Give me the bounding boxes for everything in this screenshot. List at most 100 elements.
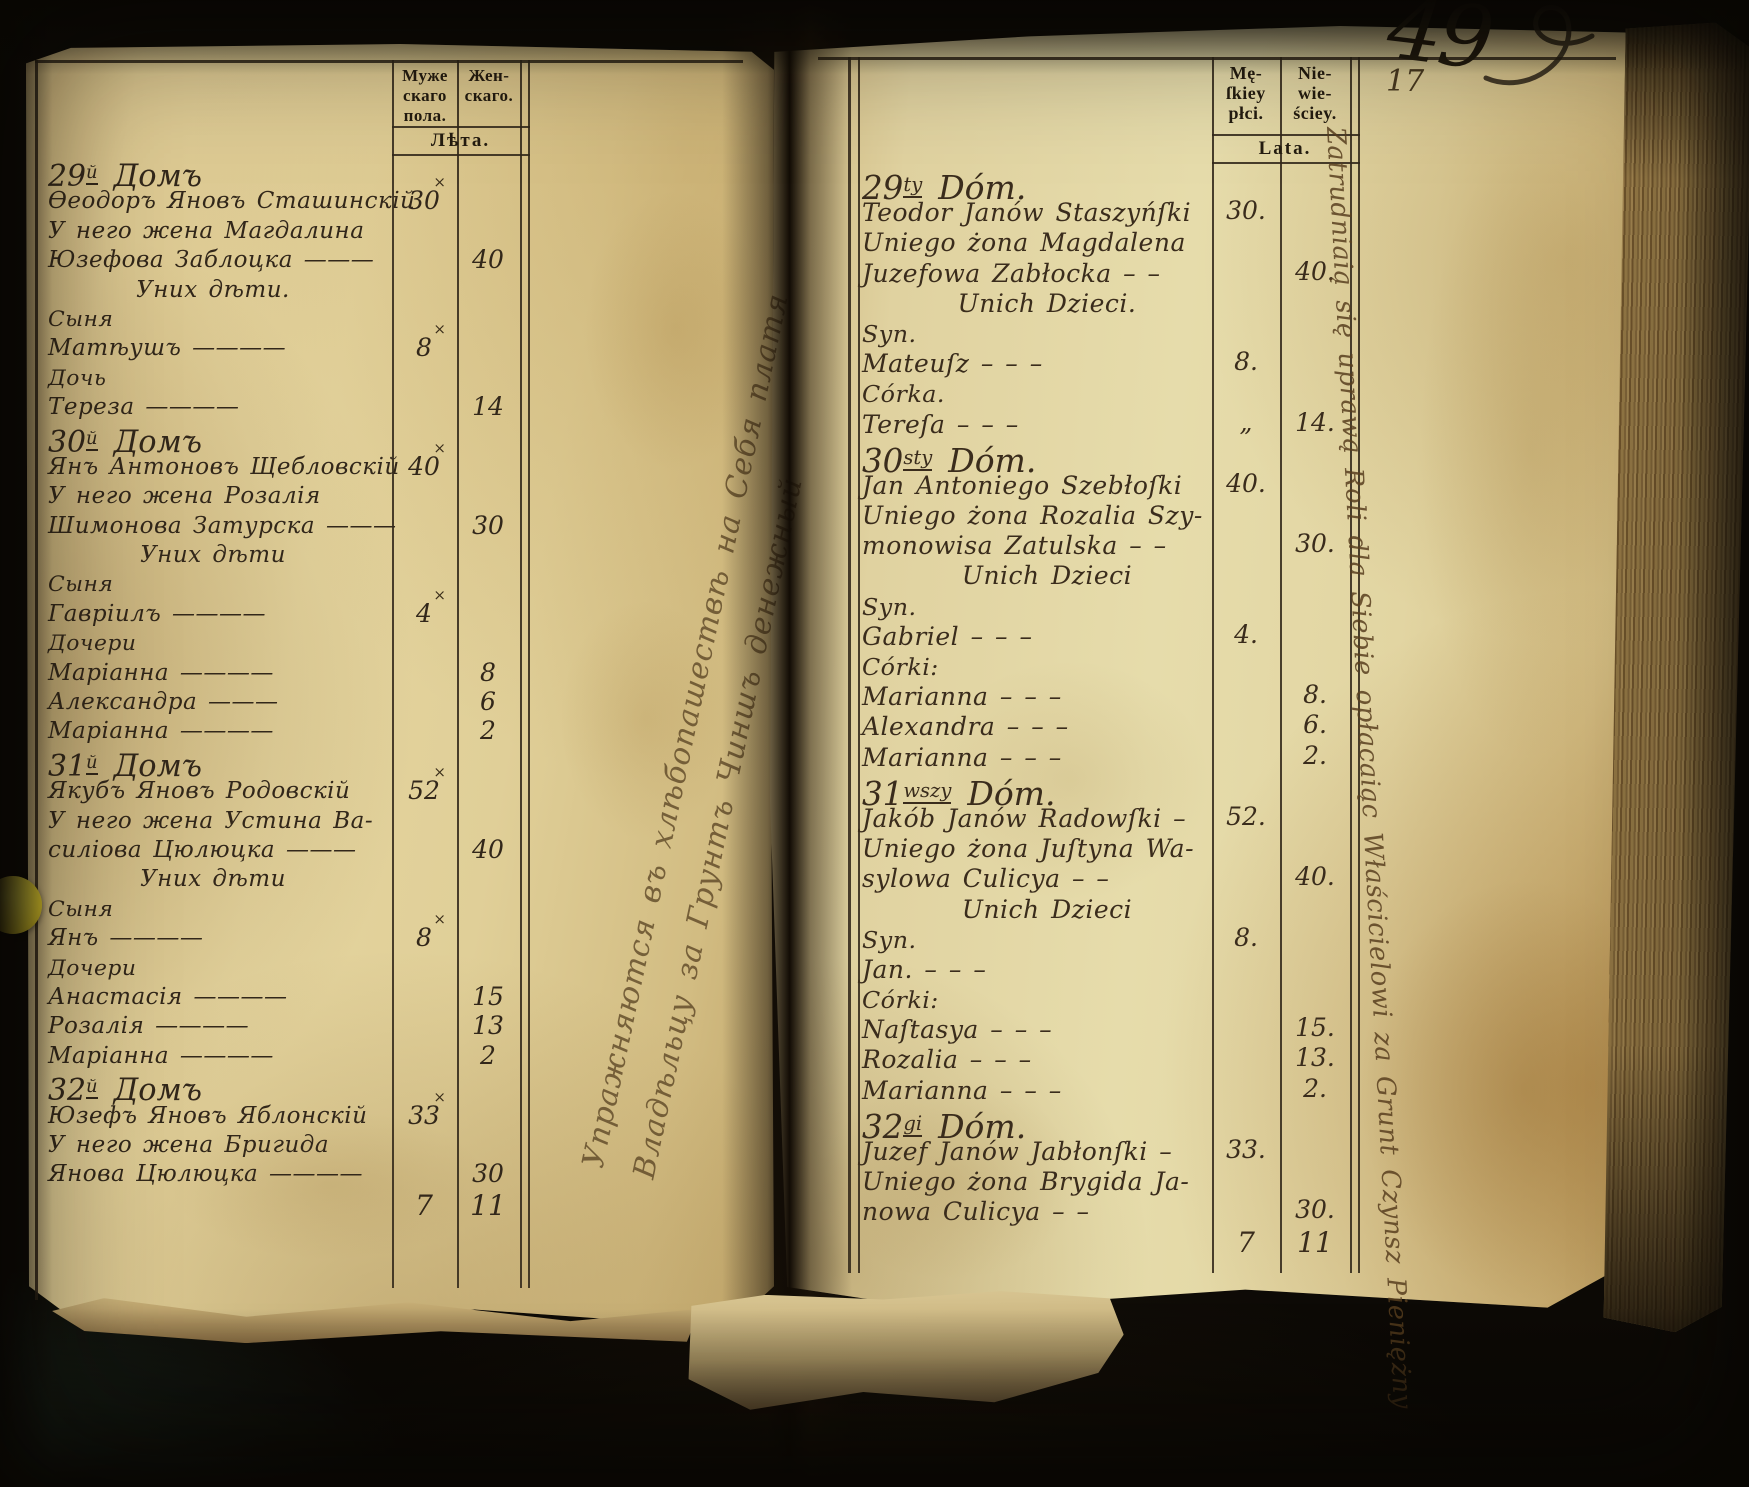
register-row: Шимонова Затурска ——— 30 — [48, 511, 568, 542]
age-value-male: 4 × — [416, 585, 446, 628]
register-row: Сыня — [48, 306, 568, 335]
entry-text: Jan Antoniego Szebłoſki — [862, 470, 1183, 500]
register-row: Marianna – – – 8. — [862, 680, 1382, 712]
register-row: У него жена Магдалина — [48, 218, 568, 247]
register-row: Дочери — [48, 955, 568, 984]
register-row: Маріанна ———— 8 — [48, 657, 568, 689]
age-value-female: 2. — [1303, 740, 1327, 770]
entry-text: Уних дѣти — [140, 542, 286, 569]
age-value-male: 7 — [1237, 1225, 1255, 1259]
entry-text: У него жена Устина Ва- — [48, 807, 374, 834]
age-value-female: 13 — [472, 1011, 504, 1041]
entry-text: Uniego żona Rozalia Szy- — [862, 501, 1203, 531]
check-cross-mark: × — [433, 585, 446, 604]
register-row: силіова Цюлюцка ——— 40 — [48, 835, 568, 866]
house-suffix: й — [86, 1076, 98, 1100]
left-page-register-rows: 29й Домъ Ѳеодоръ Яновъ Сташинскій 30 × У него… — [48, 158, 568, 1222]
age-value-female: 40 — [472, 245, 504, 275]
entry-text: Córka. — [862, 380, 945, 409]
register-row: Rozalia – – – 13. — [862, 1043, 1382, 1075]
entry-text: Ѳеодоръ Яновъ Сташинскій — [48, 188, 416, 215]
register-row: Unich Dzieci — [862, 895, 1382, 925]
left-male-column-header: Муже скаго пола. — [394, 66, 456, 126]
age-value-female: 14 — [472, 392, 504, 422]
right-years-header: Lata. — [1258, 138, 1312, 159]
register-row: Ѳеодоръ Яновъ Сташинскій 30 × — [48, 173, 568, 217]
age-value-male: „ — [1239, 407, 1253, 437]
entry-text: Маріанна ———— — [48, 718, 274, 745]
entry-text: силіова Цюлюцка ——— — [48, 836, 357, 863]
right-male-column-header: Mę-ſkiey płci. — [1214, 63, 1278, 123]
register-row: Uniego żona Brygida Ja- — [862, 1167, 1382, 1197]
totals-row: 7 11 — [862, 1225, 1382, 1259]
house-heading-row: 29ty Dóm. — [862, 167, 1382, 207]
house-suffix: й — [86, 751, 98, 775]
entry-text: Uniego żona Brygida Ja- — [862, 1167, 1190, 1197]
house-heading-row: 30sty Dóm. — [862, 440, 1382, 480]
check-cross-mark: × — [433, 910, 446, 929]
entry-text: Юзефъ Яновъ Яблонскій — [48, 1102, 368, 1129]
check-cross-mark: × — [433, 1087, 446, 1106]
register-row: Матѣушъ ———— 8 × — [48, 320, 568, 364]
house-suffix: wszy — [903, 778, 952, 804]
entry-text: Córki: — [862, 653, 939, 681]
entry-text: Александра ——— — [48, 689, 279, 716]
register-row: У него жена Розалія — [48, 483, 568, 512]
text-line: скаго — [403, 86, 447, 105]
register-row: Уних дѣти — [48, 542, 568, 571]
register-row: Uniego żona Magdalena — [862, 228, 1382, 258]
entry-text: Янъ Антоновъ Щебловскій — [48, 453, 400, 480]
age-value-female: 30 — [472, 1159, 504, 1189]
register-row: Юзефова Заблоцка ——— 40 — [48, 245, 568, 276]
entry-text: Juzefowa Zabłocka – – — [862, 258, 1161, 288]
register-row: Córki: — [862, 652, 1382, 682]
entry-text: Marianna – – – — [862, 742, 1062, 772]
house-suffix: й — [86, 162, 98, 185]
entry-text: Rozalia – – – — [862, 1045, 1032, 1075]
table-rule — [858, 57, 860, 1273]
register-row: Marianna – – – 2. — [862, 1073, 1382, 1106]
register-row: У него жена Бригида — [48, 1132, 568, 1161]
age-value-male: 40. — [1226, 468, 1266, 498]
table-rule — [848, 57, 851, 1273]
text-line: Муже — [402, 66, 448, 85]
entry-text: Marianna – – – — [862, 682, 1062, 712]
entry-text: Uniego żona Magdalena — [862, 228, 1186, 258]
age-value-female: 2. — [1303, 1073, 1327, 1103]
age-value-female: 15. — [1295, 1013, 1335, 1043]
age-value-female: 30. — [1295, 529, 1335, 559]
register-row: Juzef Janów Jabłonſki – 33. — [862, 1135, 1382, 1167]
age-value-male: 30 × — [408, 173, 446, 216]
register-row: Янъ Антоновъ Щебловскій 40 × — [48, 439, 568, 483]
age-value-female: 8 — [480, 657, 496, 687]
entry-text: У него жена Магдалина — [48, 217, 365, 244]
table-rule — [35, 60, 743, 63]
register-row: Уних дѣти — [48, 866, 568, 895]
table-rule — [35, 60, 38, 1300]
register-row: Сыня — [48, 896, 568, 925]
entry-text: Jakób Janów Radowſki – — [862, 803, 1187, 833]
house-heading-row: 31wszy Dóm. — [862, 773, 1382, 813]
register-row: Анастасія ———— 15 — [48, 981, 568, 1013]
entry-text: Naſtasya – – – — [862, 1015, 1053, 1045]
register-row: nowa Culicya – – 30. — [862, 1195, 1382, 1227]
register-row: Alexandra – – – 6. — [862, 710, 1382, 742]
entry-text: Янова Цюлюцка ———— — [48, 1161, 363, 1188]
entry-text: Mateuſz – – – — [862, 349, 1043, 379]
text-line: пола. — [403, 106, 447, 125]
left-years-header: Лѣта. — [430, 130, 491, 151]
age-value-female: 40. — [1295, 256, 1335, 286]
text-line: Жен- — [468, 66, 510, 85]
age-value-male: 8 × — [416, 910, 446, 953]
check-cross-mark: × — [433, 763, 446, 782]
entry-text: Маріанна ———— — [48, 1042, 274, 1069]
entry-text: Juzef Janów Jabłonſki – — [862, 1137, 1173, 1166]
age-value-female: 15 — [472, 981, 504, 1011]
entry-text: Сыня — [48, 306, 114, 332]
entry-text: Дочери — [48, 631, 137, 657]
register-row: Уних дѣти. — [48, 277, 568, 306]
page-edge-stack — [687, 1287, 1125, 1414]
age-value-female: 2 — [480, 716, 496, 746]
entry-text: Teodor Janów Staszyńſki — [862, 198, 1192, 228]
entry-text: Unich Dzieci — [961, 894, 1133, 924]
